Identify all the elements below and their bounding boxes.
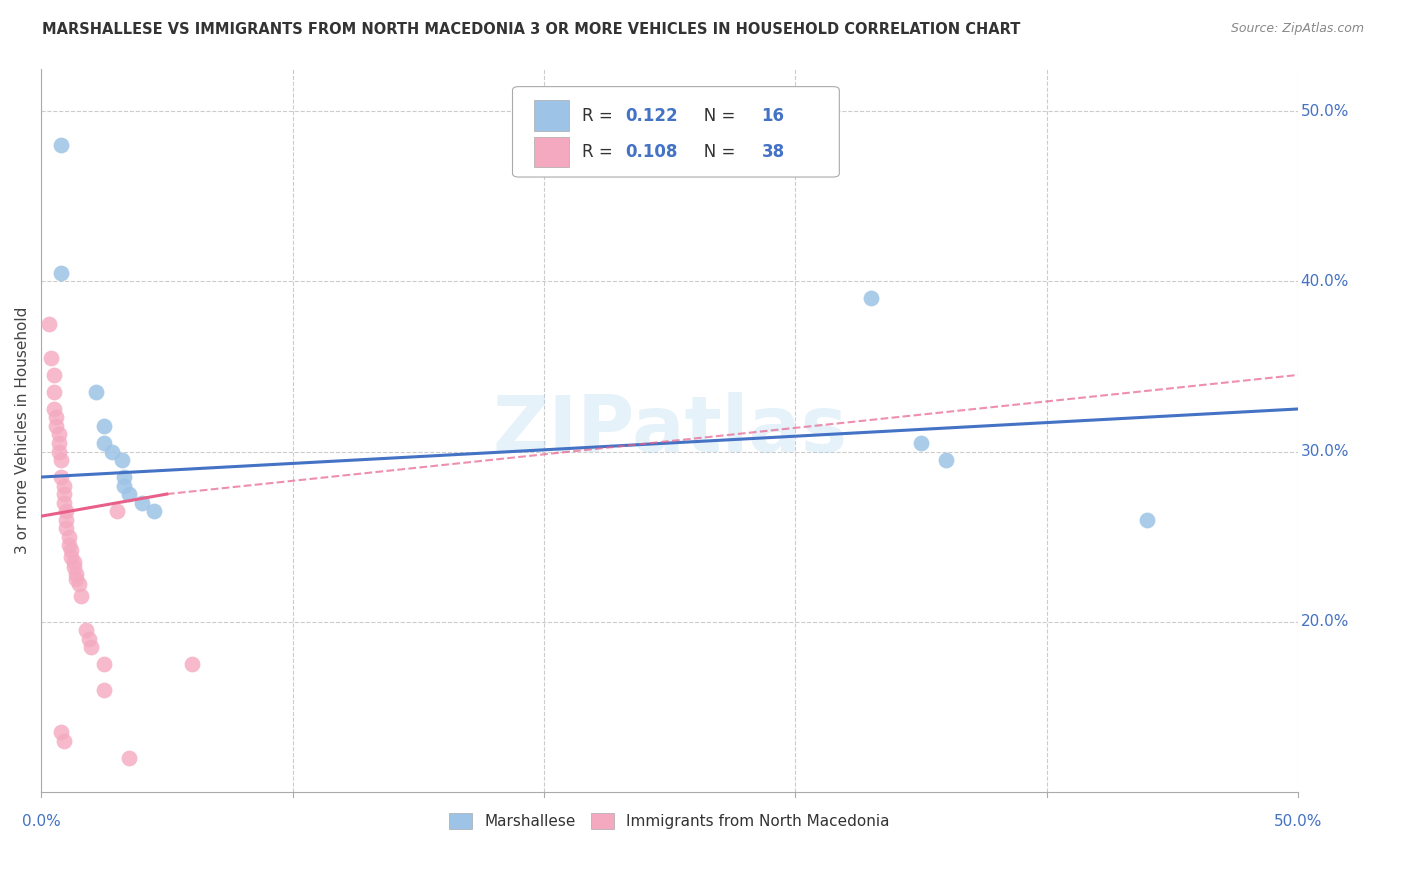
Point bbox=[38, 317, 60, 331]
Point bbox=[86, 384, 108, 399]
Point bbox=[65, 567, 87, 582]
Point bbox=[48, 427, 70, 442]
Text: 0.108: 0.108 bbox=[626, 143, 678, 161]
Point bbox=[143, 504, 166, 518]
Point bbox=[58, 530, 80, 544]
Point bbox=[60, 543, 83, 558]
Legend: Marshallese, Immigrants from North Macedonia: Marshallese, Immigrants from North Maced… bbox=[443, 806, 896, 835]
Point bbox=[75, 624, 97, 638]
Point bbox=[112, 470, 135, 484]
Point bbox=[77, 632, 100, 646]
Point bbox=[67, 577, 90, 591]
Point bbox=[859, 291, 882, 305]
Text: 50.0%: 50.0% bbox=[1301, 103, 1348, 119]
Point bbox=[42, 368, 65, 382]
Point bbox=[62, 555, 84, 569]
Point bbox=[181, 657, 204, 672]
Text: 50.0%: 50.0% bbox=[1274, 814, 1322, 829]
Text: 38: 38 bbox=[762, 143, 785, 161]
Point bbox=[1136, 513, 1159, 527]
Text: Source: ZipAtlas.com: Source: ZipAtlas.com bbox=[1230, 22, 1364, 36]
Text: 40.0%: 40.0% bbox=[1301, 274, 1348, 289]
Text: 20.0%: 20.0% bbox=[1301, 615, 1348, 629]
Text: N =: N = bbox=[689, 143, 741, 161]
Point bbox=[52, 487, 75, 501]
Point bbox=[52, 734, 75, 748]
FancyBboxPatch shape bbox=[513, 87, 839, 177]
Text: 16: 16 bbox=[762, 106, 785, 125]
Point bbox=[42, 401, 65, 416]
Point bbox=[93, 419, 115, 434]
Text: 0.122: 0.122 bbox=[626, 106, 678, 125]
Point bbox=[51, 470, 73, 484]
Point bbox=[39, 351, 62, 365]
Point bbox=[55, 504, 77, 518]
Point bbox=[48, 444, 70, 458]
Text: R =: R = bbox=[582, 106, 617, 125]
Text: R =: R = bbox=[582, 143, 617, 161]
Point bbox=[42, 384, 65, 399]
Point bbox=[80, 640, 103, 655]
Point bbox=[51, 453, 73, 467]
Point bbox=[910, 436, 932, 450]
Point bbox=[55, 521, 77, 535]
Text: 30.0%: 30.0% bbox=[1301, 444, 1350, 459]
Point bbox=[93, 436, 115, 450]
Bar bbox=[534, 101, 569, 131]
Point bbox=[935, 453, 957, 467]
Point bbox=[45, 410, 67, 425]
Point bbox=[48, 436, 70, 450]
Point bbox=[51, 725, 73, 739]
Point bbox=[105, 504, 128, 518]
Text: 0.0%: 0.0% bbox=[21, 814, 60, 829]
Text: ZIPatlas: ZIPatlas bbox=[492, 392, 848, 468]
Point bbox=[51, 266, 73, 280]
Point bbox=[100, 444, 122, 458]
Point bbox=[118, 487, 141, 501]
Point bbox=[70, 589, 93, 603]
Point bbox=[112, 478, 135, 492]
Point bbox=[51, 138, 73, 153]
Point bbox=[55, 513, 77, 527]
Point bbox=[52, 478, 75, 492]
Point bbox=[110, 453, 132, 467]
Point bbox=[52, 495, 75, 509]
Point bbox=[93, 682, 115, 697]
Point bbox=[62, 560, 84, 574]
Point bbox=[65, 572, 87, 586]
Text: N =: N = bbox=[689, 106, 741, 125]
Bar bbox=[534, 136, 569, 167]
Point bbox=[45, 419, 67, 434]
Point bbox=[131, 495, 153, 509]
Point bbox=[58, 538, 80, 552]
Point bbox=[93, 657, 115, 672]
Text: MARSHALLESE VS IMMIGRANTS FROM NORTH MACEDONIA 3 OR MORE VEHICLES IN HOUSEHOLD C: MARSHALLESE VS IMMIGRANTS FROM NORTH MAC… bbox=[42, 22, 1021, 37]
Point bbox=[118, 751, 141, 765]
Y-axis label: 3 or more Vehicles in Household: 3 or more Vehicles in Household bbox=[15, 307, 30, 554]
Point bbox=[60, 550, 83, 565]
